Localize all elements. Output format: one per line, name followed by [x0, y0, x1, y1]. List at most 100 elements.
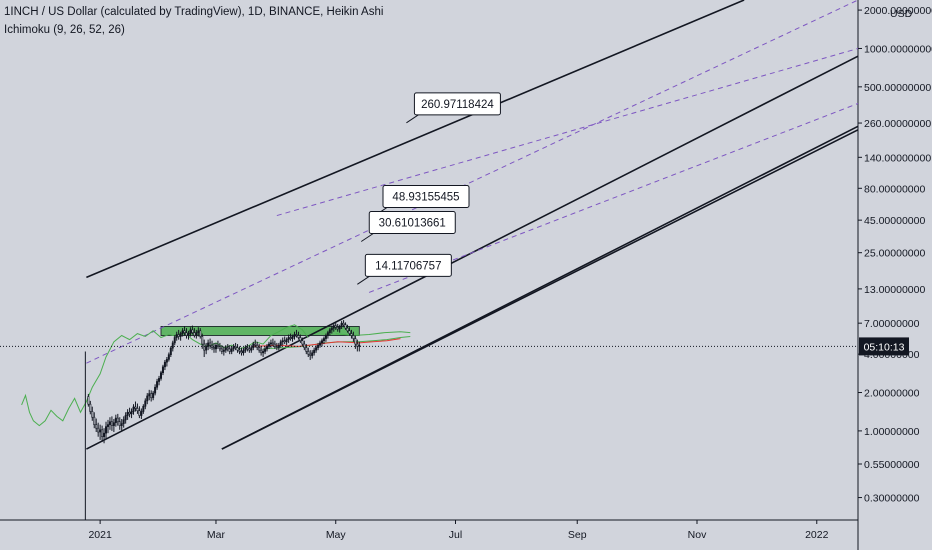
y-tick-label-6: 45.00000000	[864, 215, 925, 227]
x-tick-label-2: May	[326, 529, 347, 541]
candle-body	[118, 421, 121, 426]
time-scale[interactable]: 2021 Mar May Jul Sep Nov 2022	[88, 520, 829, 541]
candle-body	[209, 342, 212, 346]
y-tick-label-12: 1.00000000	[864, 426, 920, 438]
x-tick-label-4: Sep	[568, 529, 587, 541]
callouts[interactable]: 260.97118424 48.93155455 30.61013661 14.117…	[357, 92, 501, 285]
candle-body	[203, 343, 206, 351]
candle-body	[134, 406, 137, 409]
candle-body	[246, 347, 249, 350]
candle-body	[230, 348, 233, 352]
candle-body	[150, 393, 153, 399]
candle-body	[273, 343, 276, 347]
candle-body	[163, 361, 166, 368]
candle-body	[332, 325, 335, 329]
candle-body	[311, 352, 314, 356]
channel-line-3	[221, 125, 859, 450]
candle-body	[250, 347, 253, 351]
candle-body	[124, 415, 127, 421]
callout-box-2	[368, 210, 456, 234]
candle-body	[320, 340, 323, 344]
dashed-line-4	[86, 0, 859, 364]
candle-body	[87, 396, 90, 405]
candle-body	[342, 322, 345, 326]
resistance-zone[interactable]	[160, 326, 360, 336]
candle-body	[161, 366, 164, 374]
candle-body	[95, 424, 98, 429]
current-price-badge	[859, 337, 909, 356]
candle-body	[185, 332, 188, 336]
zone-rect	[160, 326, 360, 336]
candle-body	[136, 408, 139, 412]
candle-body	[103, 432, 106, 438]
y-tick-label-4: 140.00000000	[864, 152, 931, 164]
y-tick-label-1: 1000.00000000	[864, 43, 932, 55]
candle-body	[242, 349, 245, 354]
candle-body	[248, 348, 251, 351]
candle-body	[222, 349, 225, 352]
callout-pointer-3	[357, 275, 370, 285]
candle-body	[258, 347, 261, 351]
candle-body	[269, 342, 272, 345]
candle-body	[171, 342, 174, 349]
candle-body	[116, 417, 119, 423]
candle-body	[191, 329, 194, 333]
candle-body	[165, 359, 168, 363]
candle-body	[154, 386, 157, 394]
candle-body	[97, 427, 100, 433]
y-tick-label-9: 7.00000000	[864, 318, 920, 330]
candle-body	[295, 334, 298, 336]
candle-body	[224, 347, 227, 351]
callout-label-3: 14.11706757	[375, 260, 441, 272]
candle-body	[132, 406, 135, 412]
candle-body	[338, 326, 341, 330]
y-tick-label-13: 0.55000000	[864, 459, 920, 471]
y-tick-label-14: 0.30000000	[864, 493, 920, 505]
dashed-line-5	[368, 103, 859, 293]
candle-body	[177, 334, 180, 337]
candle-body	[330, 327, 333, 331]
candle-body	[313, 349, 316, 354]
candle-body	[264, 348, 267, 352]
candle-body	[108, 421, 111, 425]
candle-body	[213, 347, 216, 350]
candle-body	[328, 329, 331, 333]
candle-body	[260, 349, 263, 354]
y-tick-label-5: 80.00000000	[864, 183, 925, 195]
candle-body	[346, 327, 349, 332]
candle-body	[183, 330, 186, 333]
candle-body	[299, 337, 302, 341]
trend-lines[interactable]	[86, 0, 859, 450]
candle-body	[89, 403, 92, 412]
candle-body	[128, 411, 131, 415]
candle-body	[319, 342, 322, 346]
price-scale[interactable]: 2000.00000000 1000.00000000 500.00000000 26…	[858, 5, 932, 505]
candle-body	[322, 338, 325, 341]
indicator-legend[interactable]: Ichimoku (9, 26, 52, 26)	[4, 24, 125, 36]
candle-body	[167, 354, 170, 360]
candle-body	[140, 411, 143, 416]
candle-body	[307, 351, 310, 355]
candle-body	[226, 347, 229, 350]
candle-body	[105, 426, 108, 434]
candle-body	[287, 337, 290, 340]
candle-body	[193, 332, 196, 336]
candle-body	[262, 351, 265, 354]
ichimoku-cloud-line	[263, 336, 411, 350]
candle-body	[315, 347, 318, 351]
candle-body	[336, 326, 339, 330]
x-tick-label-0: 2021	[88, 529, 112, 541]
current-price-marker: 05:10:13	[0, 337, 909, 356]
candle-body	[179, 333, 182, 337]
candle-body	[173, 337, 176, 344]
y-tick-label-2: 500.00000000	[864, 82, 931, 94]
candles	[84, 320, 361, 520]
candle-body	[252, 343, 255, 348]
candle-body	[169, 347, 172, 356]
candle-body	[148, 393, 151, 397]
candle-body	[205, 346, 208, 351]
candle-body	[240, 351, 243, 354]
y-tick-label-8: 13.00000000	[864, 284, 925, 296]
